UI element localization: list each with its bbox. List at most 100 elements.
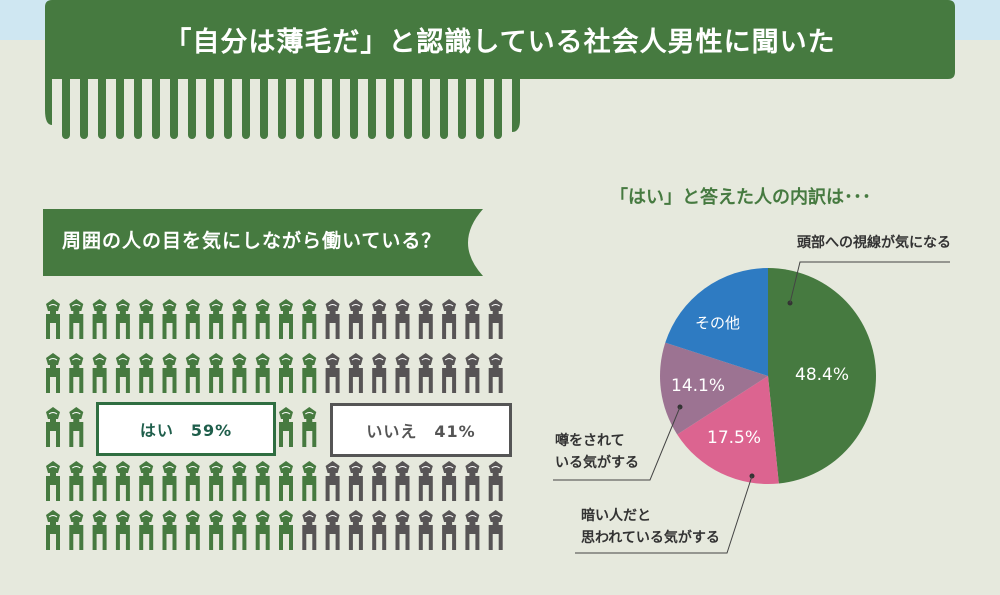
slice-label-rumor: 噂をされて いる気がする xyxy=(555,430,639,474)
person-icon xyxy=(465,299,480,339)
person-icon xyxy=(139,353,154,393)
person-icon xyxy=(185,510,200,550)
pie-slice xyxy=(659,342,768,435)
person-icon xyxy=(372,510,387,550)
comb-tooth xyxy=(80,70,88,139)
person-icon xyxy=(69,407,84,447)
leader-line xyxy=(553,406,681,481)
pictogram-grid xyxy=(46,299,503,550)
person-icon xyxy=(255,510,270,550)
person-icon xyxy=(209,461,224,501)
person-icon xyxy=(488,299,503,339)
slice-label-gloomy: 暗い人だと 思われている気がする xyxy=(581,505,720,549)
page-title: 「自分は薄毛だ」と認識している社会人男性に聞いた xyxy=(164,26,836,58)
person-icon xyxy=(232,299,247,339)
person-icon xyxy=(395,353,410,393)
comb-tooth xyxy=(116,70,124,139)
person-icon xyxy=(418,299,433,339)
person-icon xyxy=(209,299,224,339)
person-icon xyxy=(185,461,200,501)
person-icon xyxy=(325,461,340,501)
person-icon xyxy=(302,353,317,393)
person-icon xyxy=(69,353,84,393)
comb-tooth xyxy=(458,70,466,139)
person-icon xyxy=(372,299,387,339)
person-icon xyxy=(418,461,433,501)
comb-tooth xyxy=(206,70,214,139)
person-icon xyxy=(162,461,177,501)
person-icon xyxy=(325,353,340,393)
comb-tooth xyxy=(260,70,268,139)
comb-tooth xyxy=(440,70,448,139)
person-icon xyxy=(325,510,340,550)
pie-slice xyxy=(677,376,779,484)
comb-tooth xyxy=(170,70,178,139)
person-icon xyxy=(279,461,293,501)
person-icon xyxy=(162,299,177,339)
yes-result-box: はい 59% xyxy=(96,402,276,456)
person-icon xyxy=(162,510,177,550)
person-icon xyxy=(115,299,130,339)
comb-tooth xyxy=(332,70,340,139)
person-icon xyxy=(139,299,154,339)
person-icon xyxy=(162,353,177,393)
comb-tooth xyxy=(296,70,304,139)
value-label-other: その他 xyxy=(695,314,741,332)
person-icon xyxy=(465,510,480,550)
comb-tooth xyxy=(134,70,142,139)
person-icon xyxy=(442,510,457,550)
person-icon xyxy=(279,407,293,447)
person-icon xyxy=(185,353,200,393)
person-icon xyxy=(348,510,363,550)
person-icon xyxy=(92,461,107,501)
person-icon xyxy=(46,299,60,339)
person-icon xyxy=(92,299,107,339)
value-label-rumor: 14.1% xyxy=(671,376,726,396)
person-icon xyxy=(209,353,224,393)
comb-header-banner xyxy=(45,0,955,139)
person-icon xyxy=(325,299,340,339)
comb-tooth xyxy=(98,70,106,139)
person-icon xyxy=(395,510,410,550)
person-icon xyxy=(302,299,317,339)
person-icon xyxy=(372,461,387,501)
value-label-gloomy: 17.5% xyxy=(707,428,762,448)
person-icon xyxy=(395,299,410,339)
pie-title: 「はい」と答えた人の内訳は･･･ xyxy=(610,187,871,208)
person-icon xyxy=(442,461,457,501)
comb-tooth xyxy=(386,70,394,139)
no-result-box: いいえ 41% xyxy=(330,403,512,457)
person-icon xyxy=(395,461,410,501)
comb-tooth xyxy=(278,70,286,139)
person-icon xyxy=(279,353,293,393)
person-icon xyxy=(92,510,107,550)
person-icon xyxy=(69,510,84,550)
comb-tooth xyxy=(476,70,484,139)
value-label-head-gaze: 48.4% xyxy=(795,365,850,385)
comb-tooth xyxy=(422,70,430,139)
leader-line xyxy=(789,261,950,304)
person-icon xyxy=(69,299,84,339)
person-icon xyxy=(348,353,363,393)
leader-line xyxy=(575,475,753,554)
pie-slice xyxy=(665,268,768,376)
person-icon xyxy=(418,353,433,393)
person-icon xyxy=(465,461,480,501)
comb-tooth xyxy=(350,70,358,139)
comb-tooth xyxy=(368,70,376,139)
person-icon xyxy=(488,510,503,550)
person-icon xyxy=(46,407,60,447)
comb-tooth xyxy=(152,70,160,139)
question-banner xyxy=(43,209,483,276)
person-icon xyxy=(255,461,270,501)
question-title: 周囲の人の目を気にしながら働いている？ xyxy=(62,230,442,252)
person-icon xyxy=(255,299,270,339)
person-icon xyxy=(232,510,247,550)
comb-tooth xyxy=(314,70,322,139)
person-icon xyxy=(302,461,317,501)
person-icon xyxy=(302,510,317,550)
person-icon xyxy=(488,353,503,393)
slice-label-line: 暗い人だと xyxy=(581,508,651,524)
comb-tooth xyxy=(494,70,502,139)
